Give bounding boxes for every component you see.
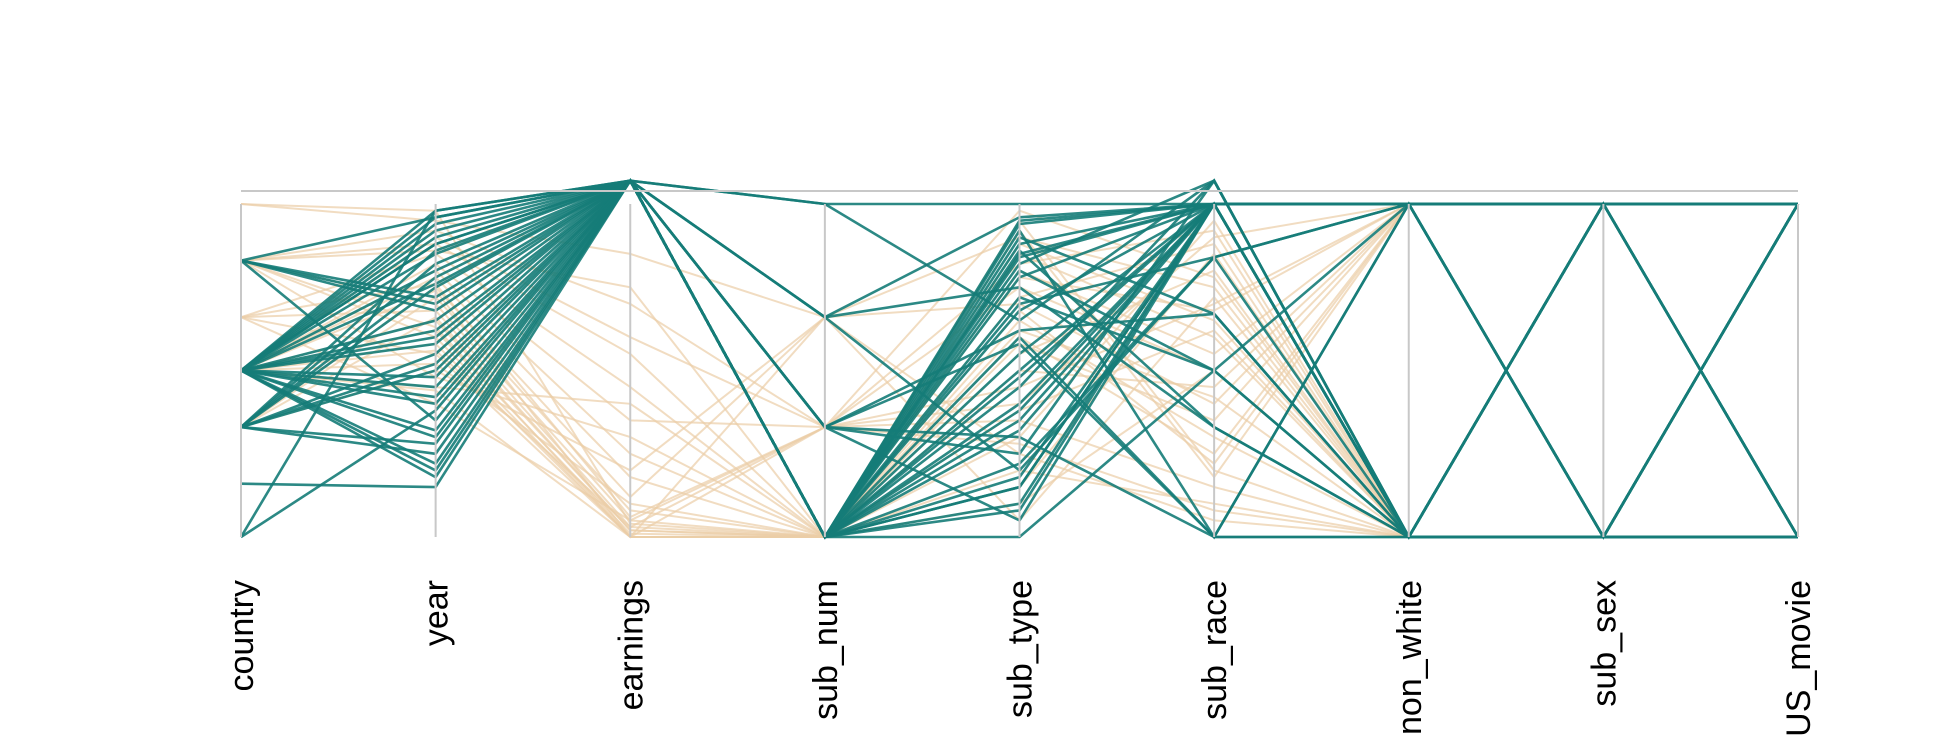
axis-label-earnings: earnings bbox=[612, 580, 650, 710]
axes bbox=[240, 190, 1799, 537]
axis-label-sub-num: sub_num bbox=[807, 580, 845, 720]
axis-label-sub-type: sub_type bbox=[1002, 580, 1040, 718]
axis-label-country: country bbox=[223, 580, 261, 692]
axis-label-sub-race: sub_race bbox=[1196, 580, 1234, 720]
axis-label-year: year bbox=[418, 580, 456, 646]
axis-label-non-white: non_white bbox=[1391, 580, 1429, 735]
axis-labels: country year earnings sub_num sub_type sub_ra… bbox=[223, 580, 1818, 737]
axis-label-sub-sex: sub_sex bbox=[1585, 580, 1623, 707]
axis-label-US-movie: US_movie bbox=[1780, 580, 1818, 737]
